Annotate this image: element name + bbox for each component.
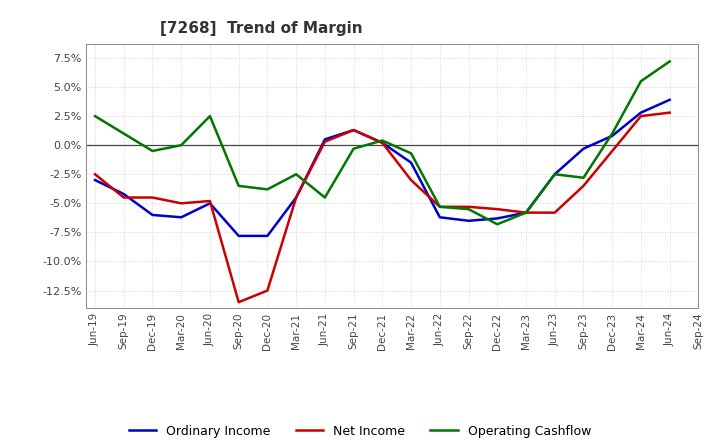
Operating Cashflow [550,172,559,177]
Net Income [436,204,444,209]
Operating Cashflow [665,59,674,64]
Operating Cashflow [608,131,616,136]
Operating Cashflow [378,138,387,143]
Net Income [177,201,186,206]
Net Income [292,195,300,200]
Operating Cashflow [579,175,588,180]
Net Income [579,183,588,188]
Net Income [120,195,128,200]
Operating Cashflow [120,131,128,136]
Net Income [407,177,415,183]
Net Income [91,172,99,177]
Net Income [349,128,358,133]
Ordinary Income [320,137,329,142]
Net Income [493,206,502,212]
Ordinary Income [407,160,415,165]
Operating Cashflow [436,204,444,209]
Ordinary Income [493,216,502,221]
Operating Cashflow [91,114,99,119]
Ordinary Income [378,140,387,146]
Net Income [608,148,616,154]
Net Income [263,288,271,293]
Operating Cashflow [407,150,415,156]
Operating Cashflow [206,114,215,119]
Line: Operating Cashflow: Operating Cashflow [95,62,670,224]
Net Income [464,204,473,209]
Operating Cashflow [636,79,645,84]
Operating Cashflow [177,143,186,148]
Ordinary Income [522,210,531,215]
Ordinary Income [636,110,645,115]
Ordinary Income [292,195,300,200]
Ordinary Income [349,128,358,133]
Net Income [206,198,215,204]
Operating Cashflow [148,148,157,154]
Net Income [636,114,645,119]
Ordinary Income [464,218,473,224]
Text: [7268]  Trend of Margin: [7268] Trend of Margin [160,21,362,36]
Ordinary Income [436,215,444,220]
Ordinary Income [665,97,674,103]
Net Income [665,110,674,115]
Operating Cashflow [292,172,300,177]
Ordinary Income [579,146,588,151]
Operating Cashflow [464,206,473,212]
Net Income [320,139,329,144]
Line: Net Income: Net Income [95,113,670,302]
Net Income [550,210,559,215]
Ordinary Income [177,215,186,220]
Legend: Ordinary Income, Net Income, Operating Cashflow: Ordinary Income, Net Income, Operating C… [124,420,596,440]
Ordinary Income [608,133,616,139]
Ordinary Income [235,233,243,238]
Ordinary Income [206,201,215,206]
Net Income [522,210,531,215]
Operating Cashflow [320,195,329,200]
Operating Cashflow [349,146,358,151]
Net Income [378,140,387,146]
Operating Cashflow [263,187,271,192]
Operating Cashflow [235,183,243,188]
Net Income [235,300,243,305]
Ordinary Income [91,177,99,183]
Ordinary Income [148,213,157,218]
Ordinary Income [120,191,128,197]
Net Income [148,195,157,200]
Ordinary Income [550,172,559,177]
Operating Cashflow [493,222,502,227]
Ordinary Income [263,233,271,238]
Operating Cashflow [522,210,531,215]
Line: Ordinary Income: Ordinary Income [95,100,670,236]
